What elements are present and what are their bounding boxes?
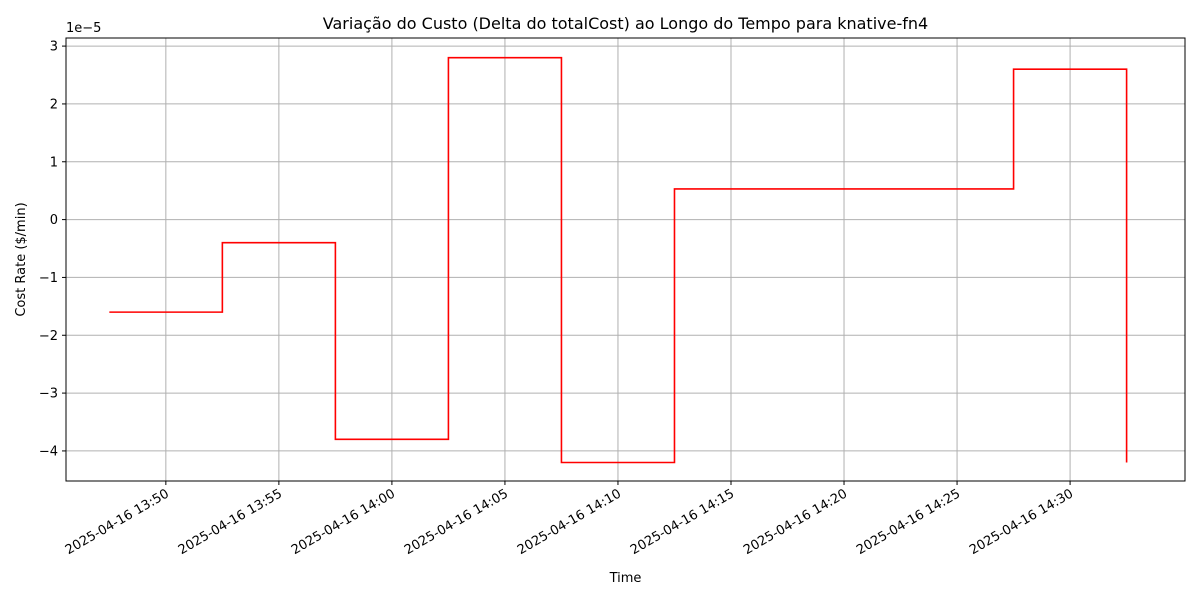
x-axis-label: Time xyxy=(609,571,642,586)
y-tick-label: −2 xyxy=(39,329,58,344)
x-tick-label: 2025-04-16 14:30 xyxy=(967,486,1076,558)
plot-area xyxy=(109,56,1128,464)
y-tick-label: −1 xyxy=(39,271,58,286)
cost-rate-step-line xyxy=(109,56,1128,464)
y-tick-label: 1 xyxy=(50,155,58,170)
y-axis-label: Cost Rate ($/min) xyxy=(14,202,29,316)
x-axis-ticks: 2025-04-16 13:50 2025-04-16 13:55 2025-04-… xyxy=(63,481,1076,558)
x-tick-label: 2025-04-16 14:25 xyxy=(854,486,963,558)
grid-lines xyxy=(66,38,1185,481)
x-tick-label: 2025-04-16 14:00 xyxy=(289,486,398,558)
y-tick-label: 0 xyxy=(50,213,58,228)
y-tick-label: −4 xyxy=(39,444,58,459)
x-tick-label: 2025-04-16 14:20 xyxy=(741,486,850,558)
y-axis-ticks: −4 −3 −2 −1 0 1 2 3 xyxy=(39,40,66,459)
chart-title: Variação do Custo (Delta do totalCost) a… xyxy=(323,14,928,33)
x-tick-label: 2025-04-16 14:05 xyxy=(402,486,511,558)
y-tick-label: 3 xyxy=(50,40,58,55)
x-tick-label: 2025-04-16 13:55 xyxy=(176,486,285,558)
x-tick-label: 2025-04-16 13:50 xyxy=(63,486,172,558)
x-tick-label: 2025-04-16 14:15 xyxy=(628,486,737,558)
x-tick-label: 2025-04-16 14:10 xyxy=(515,486,624,558)
y-tick-label: 2 xyxy=(50,97,58,112)
y-tick-label: −3 xyxy=(39,387,58,402)
axes-frame xyxy=(65,37,1186,482)
y-offset-label: 1e−5 xyxy=(66,21,101,36)
